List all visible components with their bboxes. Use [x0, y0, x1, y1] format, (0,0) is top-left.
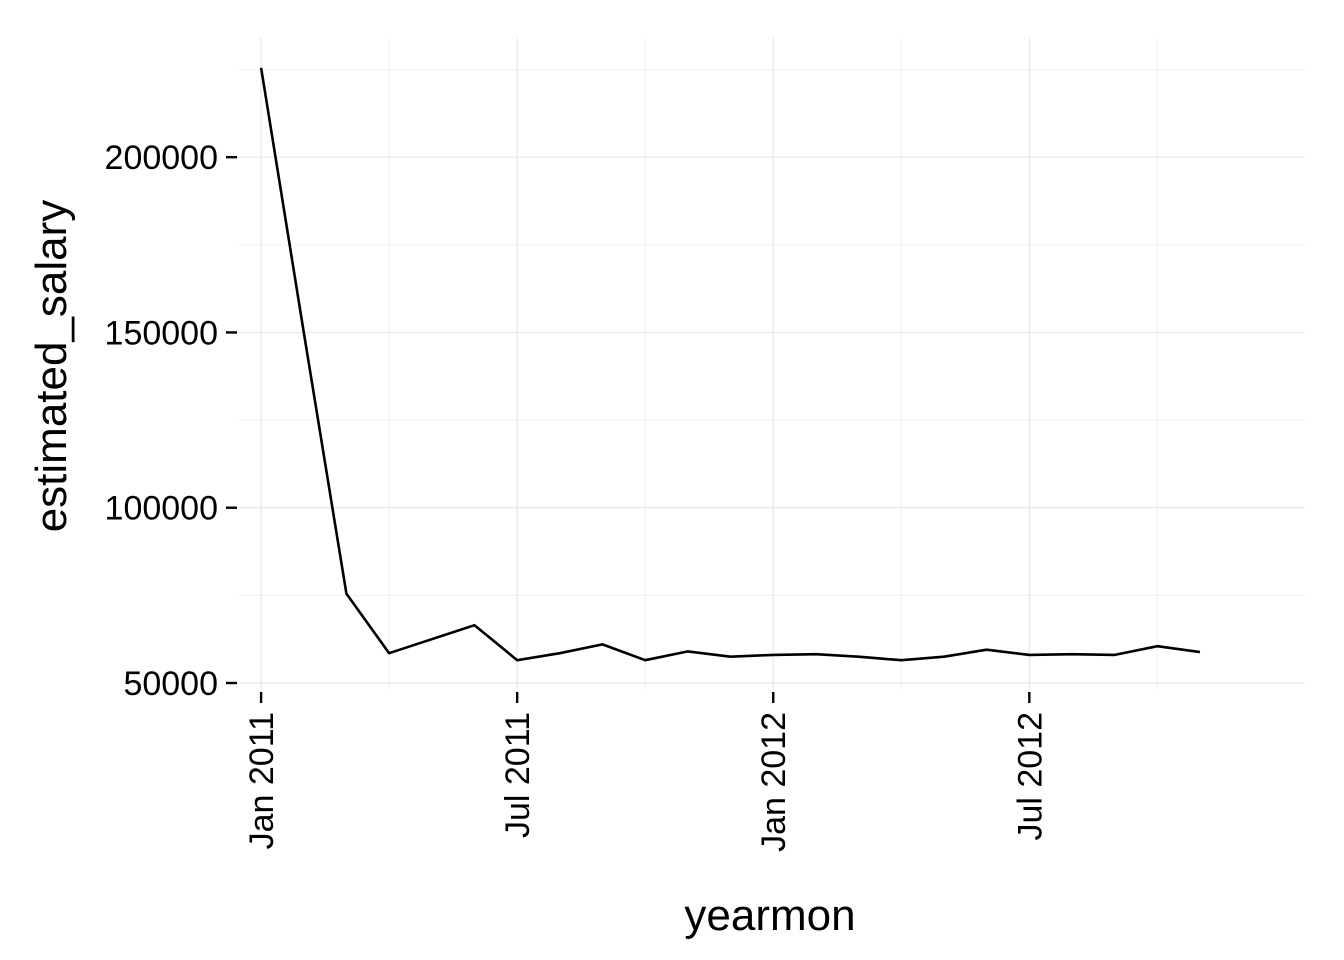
- x-axis-title: yearmon: [684, 891, 855, 940]
- x-tick-label: Jul 2012: [1011, 712, 1049, 841]
- y-tick-label: 50000: [123, 665, 218, 703]
- x-tick-label: Jan 2012: [755, 712, 793, 852]
- y-axis-title: estimated_salary: [27, 200, 76, 533]
- y-axis: 50000 100000 150000 200000: [105, 139, 237, 703]
- x-tick-label: Jan 2011: [243, 712, 281, 849]
- y-tick-label: 150000: [105, 314, 218, 352]
- series-layer: [259, 67, 1201, 662]
- y-tick-label: 200000: [105, 139, 218, 177]
- x-tick-label: Jul 2011: [499, 712, 537, 838]
- x-axis: Jan 2011 Jul 2011 Jan 2012 Jul 2012: [243, 692, 1049, 852]
- y-tick-label: 100000: [105, 490, 218, 528]
- grid-lines: [238, 38, 1305, 690]
- series-line: [259, 67, 1201, 662]
